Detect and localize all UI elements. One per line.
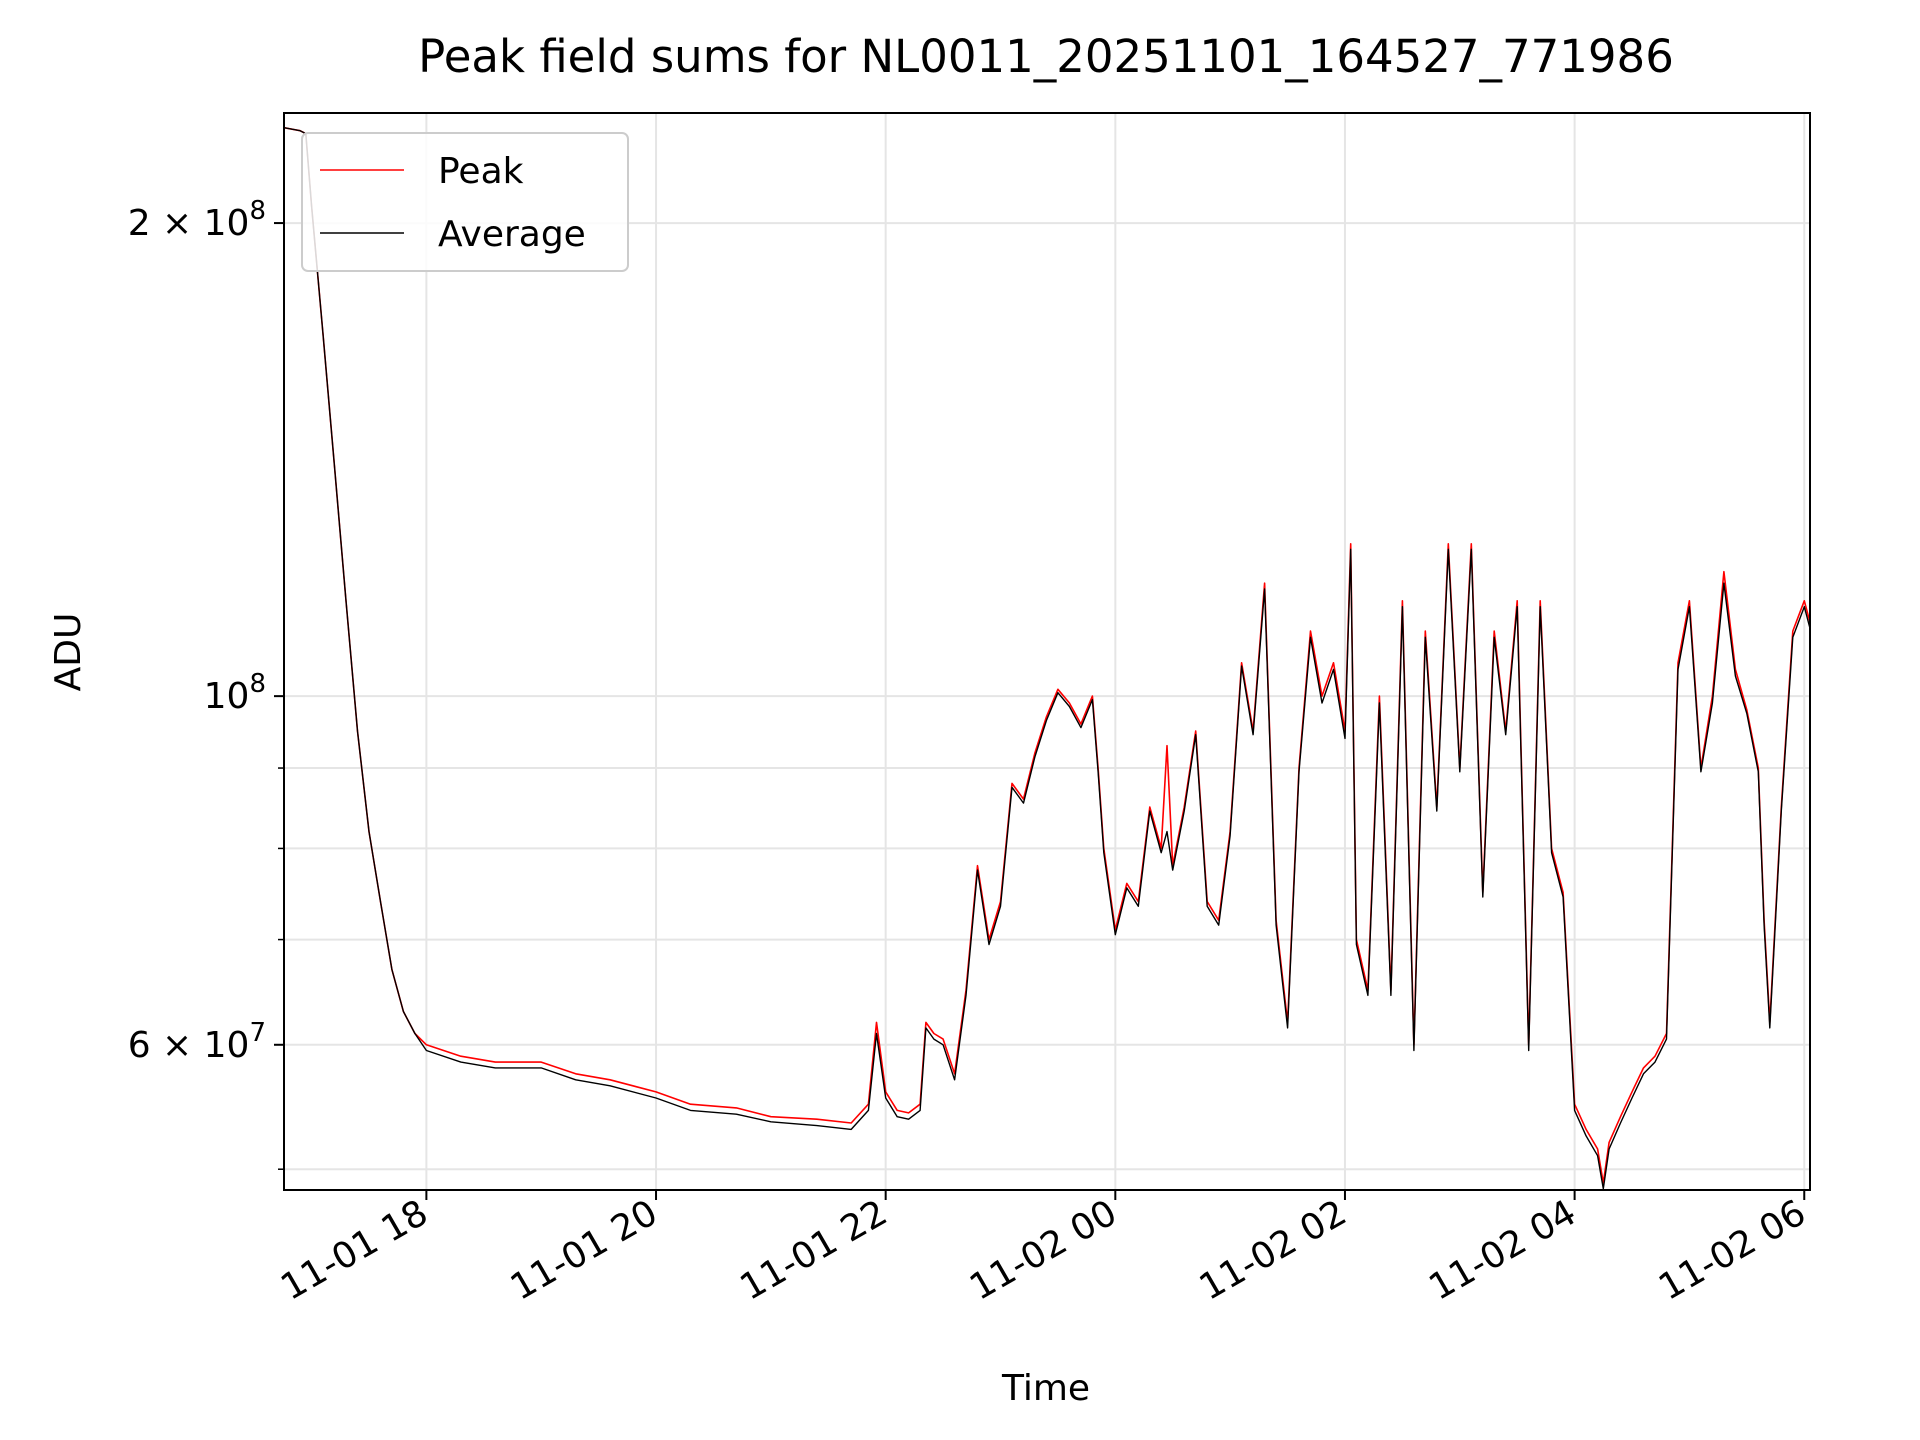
x-tick-label-5: 11-02 04 [1422,1192,1583,1308]
y-tick-label-1: 108 [204,669,266,717]
x-tick-label-2: 11-01 22 [733,1192,894,1308]
legend-label-average: Average [438,214,586,255]
legend-box [301,132,629,272]
legend-label-peak: Peak [438,151,524,192]
x-tick-label-0: 11-01 18 [274,1192,435,1308]
x-axis-label: Time [1001,1368,1090,1409]
chart-title: Peak field sums for NL0011_20251101_1645… [418,30,1674,83]
plot-area-frame [283,112,1811,1191]
tick-labels: 11-01 18 11-01 20 11-01 22 11-02 00 11-02 02… [128,196,1813,1309]
y-tick-label-2: 2 × 108 [128,196,266,244]
x-tick-label-4: 11-02 02 [1193,1192,1354,1308]
series-line-peak [284,126,1810,1184]
x-tick-label-3: 11-02 00 [963,1192,1124,1308]
tick-marks [274,222,1806,1200]
grid [284,113,1810,1190]
x-tick-label-6: 11-02 06 [1652,1192,1813,1308]
legend: Peak Average [301,132,629,272]
series-line-average [284,127,1810,1190]
series-lines [284,126,1810,1190]
y-axis-label: ADU [48,613,89,692]
y-tick-label-0: 6 × 107 [128,1018,266,1066]
x-tick-label-1: 11-01 20 [504,1192,665,1308]
